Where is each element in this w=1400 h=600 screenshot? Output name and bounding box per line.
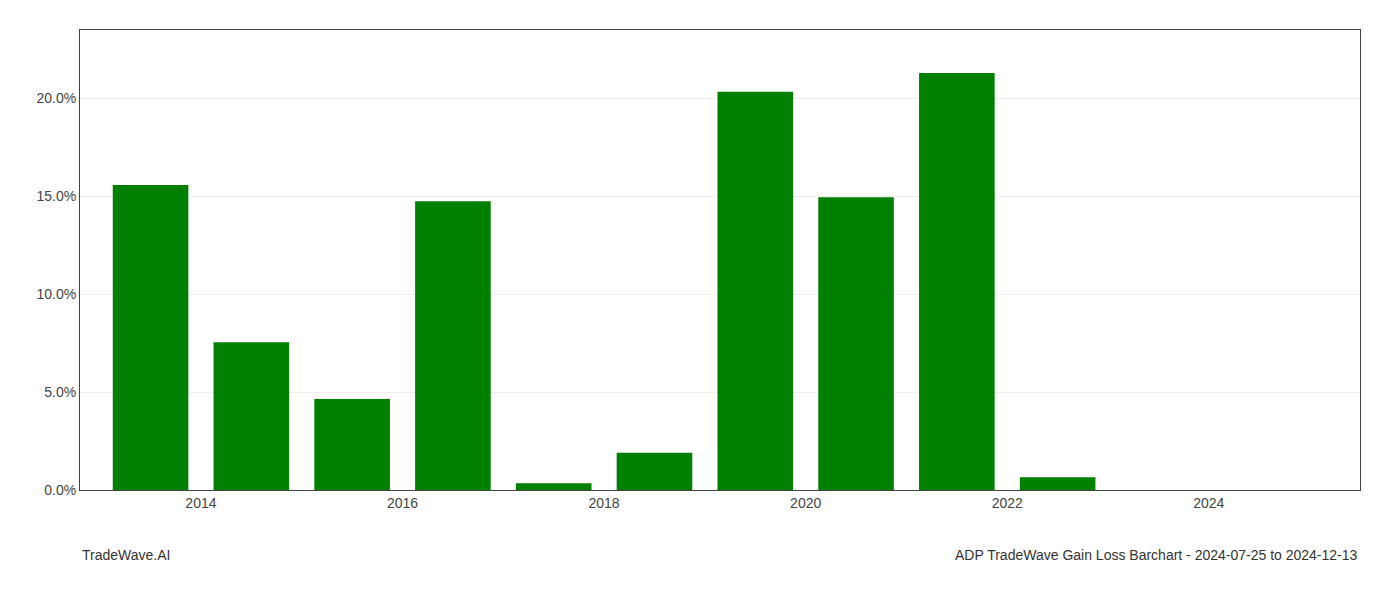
svg-text:2020: 2020 (790, 495, 821, 511)
svg-text:2016: 2016 (387, 495, 418, 511)
svg-text:15.0%: 15.0% (36, 188, 76, 204)
svg-text:2014: 2014 (185, 495, 216, 511)
svg-text:2024: 2024 (1193, 495, 1224, 511)
svg-text:0.0%: 0.0% (44, 482, 76, 498)
svg-text:5.0%: 5.0% (44, 384, 76, 400)
svg-text:10.0%: 10.0% (36, 286, 76, 302)
svg-text:2018: 2018 (589, 495, 620, 511)
svg-text:2022: 2022 (992, 495, 1023, 511)
svg-text:TradeWave.AI: TradeWave.AI (82, 547, 170, 563)
svg-text:ADP TradeWave Gain Loss Barcha: ADP TradeWave Gain Loss Barchart - 2024-… (955, 547, 1358, 563)
svg-text:20.0%: 20.0% (36, 90, 76, 106)
